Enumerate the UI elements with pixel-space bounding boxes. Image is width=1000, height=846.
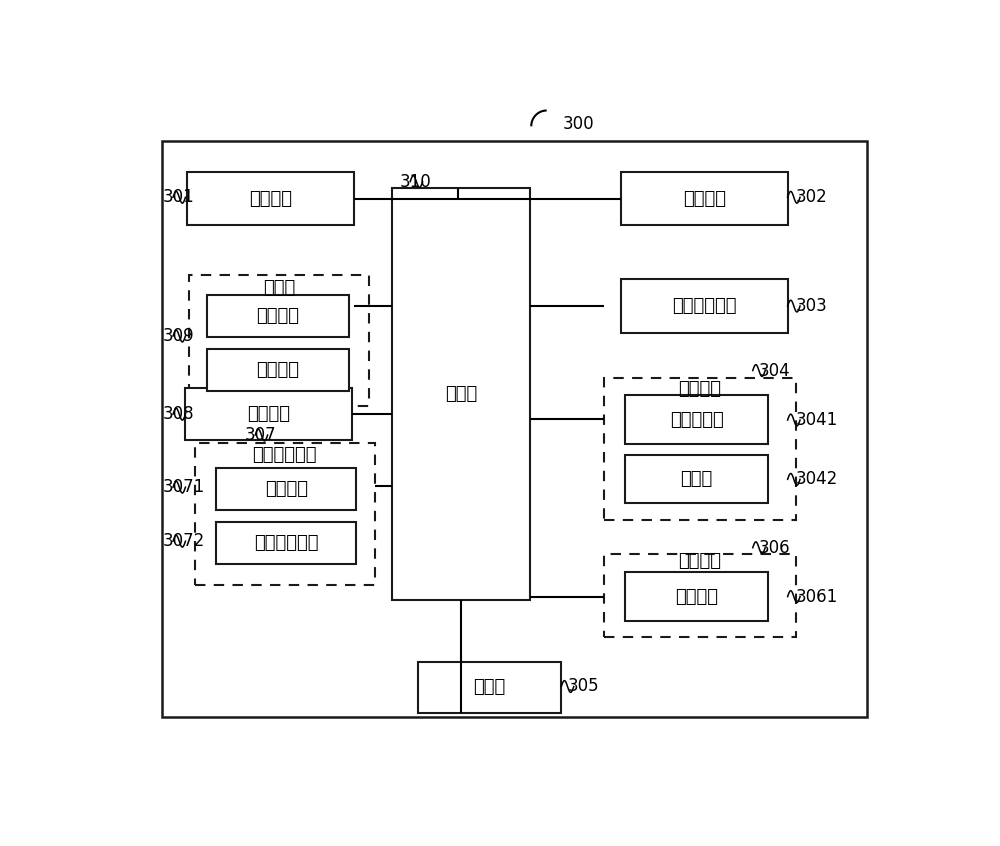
Bar: [216, 468, 356, 510]
Bar: [207, 349, 349, 392]
Text: 309: 309: [162, 327, 194, 345]
Text: 301: 301: [162, 189, 194, 206]
Bar: [187, 172, 354, 225]
Text: 3071: 3071: [162, 478, 204, 496]
Text: 306: 306: [759, 539, 791, 557]
Text: 麦克风: 麦克风: [680, 470, 713, 488]
Text: 307: 307: [245, 426, 277, 444]
Bar: [162, 140, 867, 717]
Text: 处理器: 处理器: [445, 385, 477, 403]
Text: 用户输入单元: 用户输入单元: [252, 446, 317, 464]
Text: 其他输入设备: 其他输入设备: [254, 534, 318, 552]
Bar: [418, 662, 561, 712]
Text: 操作系统: 操作系统: [257, 361, 300, 379]
Text: 传感器: 传感器: [474, 678, 506, 696]
Bar: [625, 395, 768, 444]
Bar: [207, 295, 349, 338]
Text: 3042: 3042: [795, 470, 838, 488]
Text: 305: 305: [568, 678, 599, 695]
Text: 3041: 3041: [795, 411, 838, 429]
Bar: [604, 377, 796, 519]
Text: 音频输出单元: 音频输出单元: [672, 297, 737, 315]
Text: 308: 308: [162, 405, 194, 423]
Text: 3072: 3072: [162, 532, 204, 550]
Text: 存储器: 存储器: [263, 279, 295, 298]
Bar: [625, 573, 768, 621]
Bar: [604, 553, 796, 637]
Text: 302: 302: [795, 189, 827, 206]
Text: 射频单元: 射频单元: [249, 190, 292, 207]
Text: 3061: 3061: [795, 588, 838, 606]
Bar: [189, 276, 369, 406]
Bar: [625, 454, 768, 503]
Text: 显示单元: 显示单元: [679, 552, 722, 570]
Bar: [195, 442, 375, 585]
Text: 图形处理器: 图形处理器: [670, 411, 723, 429]
Text: 输入单元: 输入单元: [679, 381, 722, 398]
Bar: [621, 172, 788, 225]
Text: 接口单元: 接口单元: [247, 405, 290, 423]
Text: 303: 303: [795, 297, 827, 315]
Bar: [216, 522, 356, 564]
Bar: [392, 188, 530, 600]
Text: 显示面板: 显示面板: [675, 588, 718, 606]
Text: 触控面板: 触控面板: [265, 480, 308, 497]
Text: 应用程序: 应用程序: [257, 307, 300, 325]
Text: 300: 300: [563, 115, 594, 134]
Text: 网络模块: 网络模块: [683, 190, 726, 207]
Bar: [185, 388, 352, 440]
Text: 304: 304: [759, 361, 791, 380]
Text: 310: 310: [400, 173, 432, 190]
Bar: [621, 279, 788, 332]
